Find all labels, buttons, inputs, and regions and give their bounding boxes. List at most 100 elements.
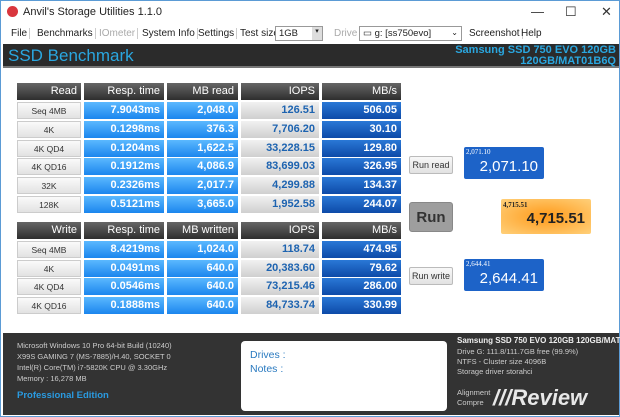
- read-resp-time: 0.1298ms: [84, 120, 164, 138]
- run-write-button[interactable]: Run write: [409, 267, 453, 285]
- write-test-label-button[interactable]: 4K QD4: [17, 278, 81, 295]
- menu-help[interactable]: Help: [521, 28, 542, 39]
- notes-label: Notes :: [250, 363, 284, 375]
- test-size-value: 1GB: [279, 28, 299, 39]
- chevron-down-icon: ⌄: [451, 28, 458, 37]
- drive-firmware: 120GB/MAT01B6Q: [520, 55, 616, 67]
- read-mb-amount: 376.3: [167, 120, 238, 138]
- watermark-logo: ///Review: [493, 385, 587, 411]
- benchmark-header: SSD Benchmark Samsung SSD 750 EVO 120GB …: [3, 44, 619, 68]
- write-mbps: 286.00: [322, 278, 401, 295]
- write-mb-amount: 640.0: [167, 278, 238, 295]
- drive-icon: ▭: [363, 28, 375, 39]
- edition-label: Professional Edition: [17, 390, 109, 401]
- motherboard-info: X99S GAMING 7 (MS-7885)/H.40, SOCKET 0: [17, 352, 171, 361]
- write-test-label-button[interactable]: 4K QD16: [17, 296, 81, 314]
- read-mb-amount: 2,017.7: [167, 177, 238, 195]
- write-resp-time: 0.0546ms: [84, 278, 164, 295]
- title-bar: Anvil's Storage Utilities 1.1.0 — ☐ ✕: [1, 1, 620, 23]
- minimize-button[interactable]: —: [531, 4, 544, 19]
- drive-select[interactable]: ▭ g: [ss750evo] ⌄: [359, 26, 462, 41]
- read-mb-amount: 4,086.9: [167, 158, 238, 176]
- read-test-label-button[interactable]: Seq 4MB: [17, 102, 81, 119]
- storage-driver: Storage driver storahci: [457, 367, 533, 376]
- read-header-test-label: Read: [17, 83, 81, 100]
- write-header-test-label: Write: [17, 222, 81, 239]
- write-header-resp-time: Resp. time: [84, 222, 164, 239]
- read-header-mbps: MB/s: [322, 83, 401, 100]
- menu-iometer[interactable]: IOmeter: [97, 28, 139, 39]
- read-iops: 4,299.88: [241, 177, 319, 195]
- read-mbps: 326.95: [322, 158, 401, 176]
- test-size-label: Test size: [240, 28, 279, 39]
- write-mbps: 330.99: [322, 296, 401, 314]
- drives-label: Drives :: [250, 349, 286, 361]
- run-read-button[interactable]: Run read: [409, 156, 453, 174]
- read-iops: 1,952.58: [241, 196, 319, 213]
- write-mbps: 474.95: [322, 241, 401, 258]
- write-test-label-button[interactable]: 4K: [17, 259, 81, 277]
- write-header-iops: IOPS: [241, 222, 319, 239]
- read-mbps: 506.05: [322, 102, 401, 119]
- read-mbps: 129.80: [322, 139, 401, 157]
- read-resp-time: 0.1204ms: [84, 139, 164, 157]
- write-header-mb-amount: MB written: [167, 222, 238, 239]
- read-mbps: 244.07: [322, 196, 401, 213]
- read-test-label-button[interactable]: 128K: [17, 196, 81, 213]
- write-resp-time: 0.0491ms: [84, 259, 164, 277]
- watermark-icon: ///: [493, 385, 512, 410]
- read-header-iops: IOPS: [241, 83, 319, 100]
- write-iops: 20,383.60: [241, 259, 319, 277]
- write-mb-amount: 640.0: [167, 259, 238, 277]
- read-test-label-button[interactable]: 4K QD4: [17, 139, 81, 157]
- read-test-label-button[interactable]: 4K QD16: [17, 158, 81, 176]
- close-button[interactable]: ✕: [601, 4, 612, 19]
- read-test-label-button[interactable]: 4K: [17, 120, 81, 138]
- write-resp-time: 0.1888ms: [84, 296, 164, 314]
- read-mb-amount: 3,665.0: [167, 196, 238, 213]
- read-test-label-button[interactable]: 32K: [17, 177, 81, 195]
- read-iops: 7,706.20: [241, 120, 319, 138]
- read-mb-amount: 2,048.0: [167, 102, 238, 119]
- total-score-value: 4,715.51: [526, 210, 585, 227]
- drive-label: Drive: [334, 28, 358, 39]
- write-mbps: 79.62: [322, 259, 401, 277]
- run-button[interactable]: Run: [409, 202, 453, 232]
- memory-info: Memory : 16,278 MB: [17, 374, 87, 383]
- read-resp-time: 0.2326ms: [84, 177, 164, 195]
- write-resp-time: 8.4219ms: [84, 241, 164, 258]
- drive-free: Drive G: 111.8/111.7GB free (99.9%): [457, 347, 579, 356]
- read-iops: 126.51: [241, 102, 319, 119]
- read-resp-time: 0.1912ms: [84, 158, 164, 176]
- write-score-value: 2,644.41: [479, 270, 538, 287]
- drive-value: g: [ss750evo]: [374, 28, 432, 39]
- read-mbps: 134.37: [322, 177, 401, 195]
- alignment-info: Alignment: [457, 388, 491, 397]
- app-logo-icon: [7, 6, 18, 17]
- notes-box[interactable]: Drives : Notes :: [241, 341, 447, 411]
- write-test-label-button[interactable]: Seq 4MB: [17, 241, 81, 258]
- menu-benchmarks[interactable]: Benchmarks: [35, 28, 96, 39]
- watermark-text: Review: [511, 385, 588, 410]
- read-mb-amount: 1,622.5: [167, 139, 238, 157]
- read-score: 2,071.10 2,071.10: [464, 147, 544, 179]
- os-info: Microsoft Windows 10 Pro 64-bit Build (1…: [17, 341, 172, 350]
- read-score-value: 2,071.10: [479, 158, 538, 175]
- menu-system-info[interactable]: System Info: [140, 28, 198, 39]
- menu-settings[interactable]: Settings: [196, 28, 238, 39]
- read-mbps: 30.10: [322, 120, 401, 138]
- read-iops: 33,228.15: [241, 139, 319, 157]
- menu-file[interactable]: File: [9, 28, 31, 39]
- read-resp-time: 0.5121ms: [84, 196, 164, 213]
- write-score: 2,644.41 2,644.41: [464, 259, 544, 291]
- test-size-select[interactable]: 1GB ▾: [275, 26, 323, 41]
- window-title: Anvil's Storage Utilities 1.1.0: [23, 6, 163, 18]
- menu-bar: File Benchmarks IOmeter System Info Sett…: [1, 25, 620, 43]
- total-score-small: 4,715.51: [503, 201, 528, 209]
- drive-name: Samsung SSD 750 EVO 120GB: [455, 44, 616, 56]
- write-iops: 84,733.74: [241, 296, 319, 314]
- write-score-small: 2,644.41: [466, 260, 491, 268]
- read-header-resp-time: Resp. time: [84, 83, 164, 100]
- menu-screenshot[interactable]: Screenshot: [467, 28, 523, 39]
- maximize-button[interactable]: ☐: [565, 4, 577, 19]
